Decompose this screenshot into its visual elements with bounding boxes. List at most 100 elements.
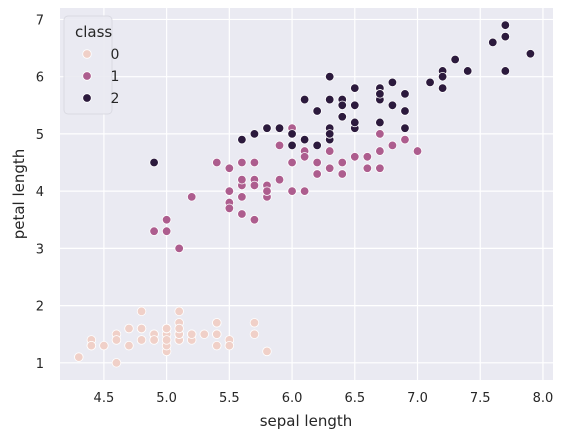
data-point-class-0 — [124, 340, 134, 351]
legend-box — [63, 15, 113, 115]
data-point-class-1 — [274, 140, 285, 151]
data-point-class-1 — [299, 186, 310, 196]
y-tick-label: 1 — [36, 357, 44, 372]
data-point-class-0 — [262, 346, 272, 357]
data-point-class-1 — [237, 157, 247, 168]
data-point-class-1 — [287, 157, 297, 168]
data-point-class-1 — [224, 186, 235, 196]
data-points — [74, 20, 536, 368]
data-point-class-1 — [387, 140, 398, 151]
data-point-class-0 — [124, 323, 134, 334]
data-point-class-1 — [237, 209, 247, 219]
data-point-class-1 — [249, 157, 260, 168]
legend: class 0 1 2 — [63, 15, 120, 115]
data-point-class-2 — [450, 54, 460, 65]
data-point-class-2 — [262, 123, 272, 133]
data-point-class-0 — [249, 318, 260, 328]
data-point-class-1 — [161, 226, 172, 236]
data-point-class-1 — [375, 146, 385, 156]
x-axis-ticks: 4.5 5.0 5.5 6.0 6.5 7.0 7.5 8.0 — [94, 391, 554, 406]
data-point-class-1 — [312, 169, 322, 179]
data-point-class-2 — [312, 140, 322, 151]
legend-title: class — [75, 23, 112, 41]
data-point-class-0 — [199, 329, 209, 339]
data-point-class-1 — [237, 174, 247, 185]
data-point-class-0 — [161, 335, 172, 345]
data-point-class-2 — [400, 89, 410, 99]
data-point-class-1 — [325, 146, 335, 156]
data-point-class-1 — [237, 192, 247, 202]
data-point-class-1 — [274, 174, 285, 185]
data-point-class-0 — [86, 340, 97, 351]
grid — [60, 8, 553, 380]
x-axis-label: sepal length — [260, 412, 353, 430]
data-point-class-2 — [387, 77, 398, 88]
data-point-class-2 — [400, 106, 410, 116]
data-point-class-1 — [287, 186, 297, 196]
x-tick-label: 4.5 — [94, 391, 115, 406]
legend-label: 0 — [111, 47, 120, 63]
data-point-class-1 — [212, 157, 222, 168]
data-point-class-2 — [325, 94, 335, 105]
data-point-class-2 — [325, 129, 335, 139]
x-tick-label: 8.0 — [533, 391, 554, 406]
data-point-class-1 — [412, 146, 423, 156]
data-point-class-2 — [488, 37, 498, 48]
data-point-class-1 — [161, 215, 172, 225]
data-point-class-2 — [299, 94, 310, 105]
data-point-class-0 — [74, 352, 84, 362]
x-tick-label: 6.0 — [282, 391, 303, 406]
data-point-class-0 — [174, 323, 184, 334]
data-point-class-0 — [161, 323, 172, 334]
data-point-class-1 — [249, 215, 260, 225]
legend-marker — [82, 93, 92, 103]
data-point-class-0 — [224, 340, 235, 351]
data-point-class-1 — [262, 186, 272, 196]
data-point-class-2 — [287, 129, 297, 139]
y-tick-label: 4 — [36, 185, 44, 200]
y-tick-label: 7 — [36, 13, 44, 28]
legend-entries: 0 1 2 — [82, 47, 120, 107]
data-point-class-2 — [299, 134, 310, 145]
data-point-class-2 — [149, 157, 159, 168]
data-point-class-0 — [187, 329, 197, 339]
data-point-class-2 — [387, 100, 398, 110]
data-point-class-2 — [274, 123, 285, 133]
data-point-class-1 — [249, 180, 260, 191]
data-point-class-2 — [237, 134, 247, 145]
data-point-class-1 — [362, 163, 373, 173]
legend-marker — [82, 71, 92, 81]
data-point-class-0 — [136, 335, 147, 345]
legend-marker — [82, 49, 92, 59]
data-point-class-1 — [375, 129, 385, 139]
x-tick-label: 5.0 — [156, 391, 177, 406]
x-tick-label: 7.5 — [470, 391, 491, 406]
data-point-class-0 — [111, 358, 122, 368]
y-axis-label: petal length — [10, 149, 28, 240]
data-point-class-0 — [249, 329, 260, 339]
y-tick-label: 3 — [36, 242, 44, 257]
legend-label: 2 — [111, 91, 120, 107]
data-point-class-2 — [375, 89, 385, 99]
data-point-class-2 — [350, 83, 360, 93]
data-point-class-1 — [337, 169, 347, 179]
data-point-class-2 — [337, 100, 347, 110]
data-point-class-1 — [299, 152, 310, 162]
data-point-class-1 — [224, 203, 235, 214]
y-tick-label: 2 — [36, 300, 44, 315]
data-point-class-2 — [500, 31, 511, 42]
data-point-class-0 — [111, 335, 122, 345]
data-point-class-0 — [136, 323, 147, 334]
x-tick-label: 7.0 — [407, 391, 428, 406]
data-point-class-2 — [437, 71, 448, 82]
data-point-class-1 — [174, 243, 184, 254]
data-point-class-2 — [375, 117, 385, 128]
data-point-class-0 — [212, 318, 222, 328]
data-point-class-2 — [525, 49, 536, 59]
y-axis-ticks: 1 2 3 4 5 6 7 — [36, 13, 44, 371]
data-point-class-0 — [149, 335, 159, 345]
data-point-class-0 — [212, 329, 222, 339]
data-point-class-0 — [136, 306, 147, 317]
data-point-class-2 — [500, 20, 511, 30]
